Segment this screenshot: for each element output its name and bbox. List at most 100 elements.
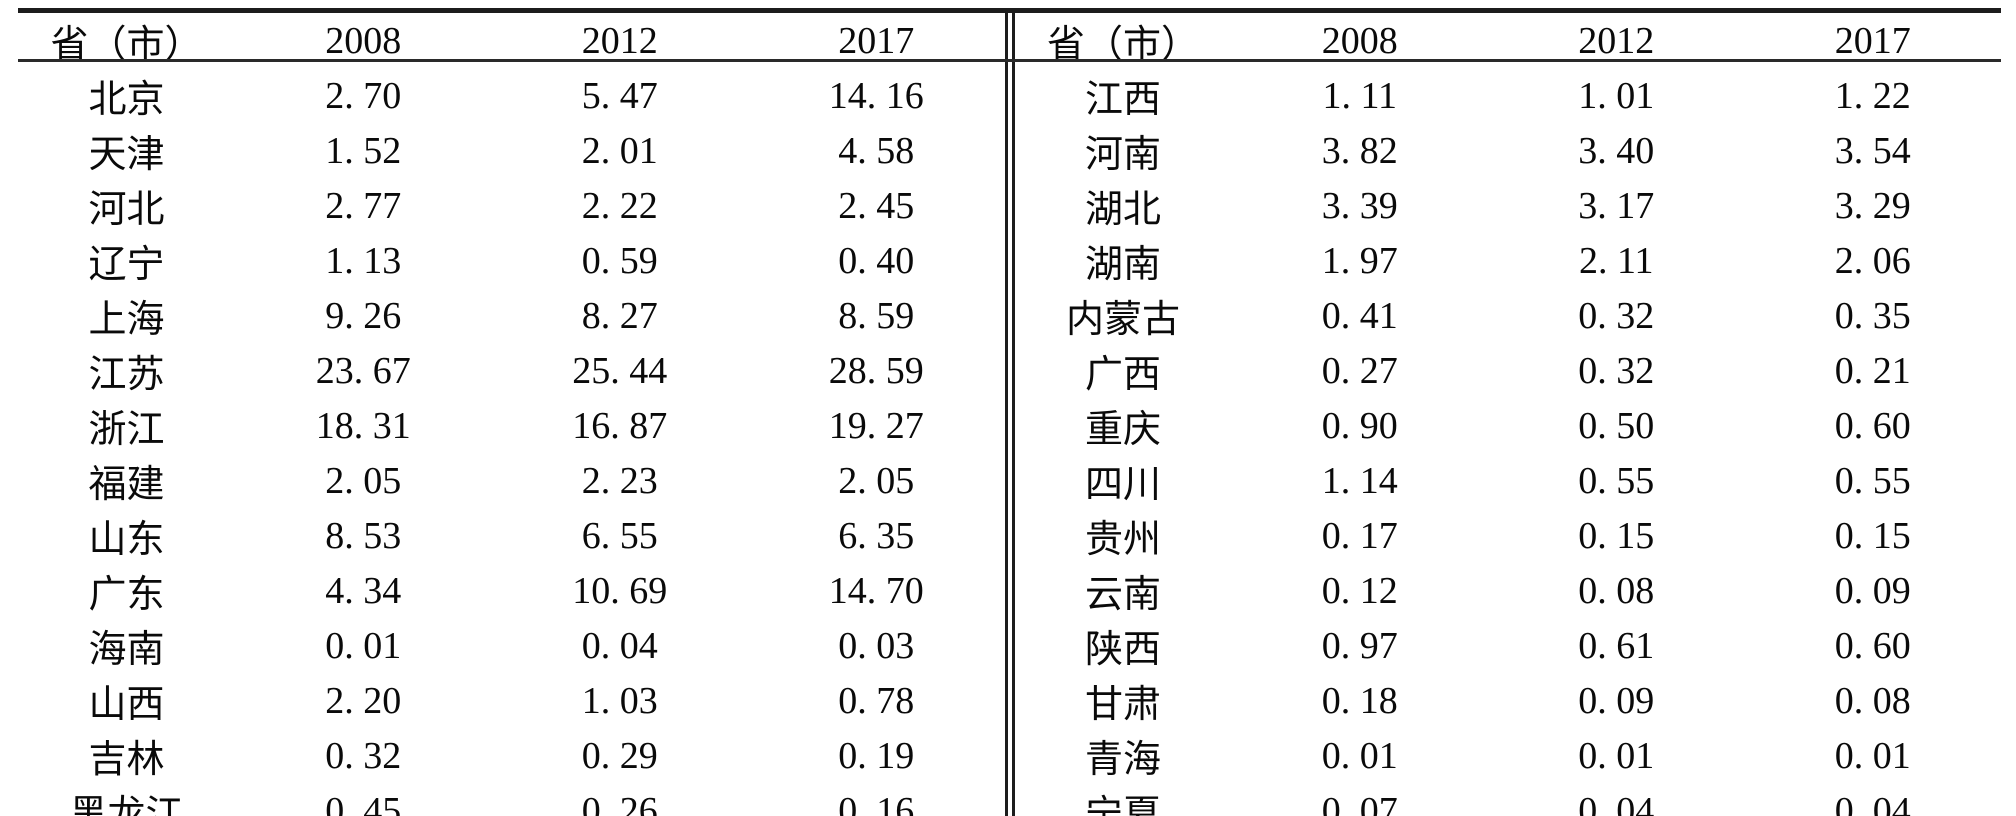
value-cell: 0. 19 [838,734,915,777]
province-cell: 广西 [1085,354,1162,396]
province-cell: 内蒙古 [1066,299,1181,341]
table-row: 内蒙古 0. 41 0. 32 0. 35 [1015,288,2002,343]
value-cell: 0. 04 [1578,789,1655,816]
value-cell: 4. 34 [325,569,402,612]
value-cell: 0. 32 [1578,294,1655,337]
value-cell: 1. 03 [581,679,658,722]
column-header-2012: 2012 [1578,19,1655,62]
value-cell: 0. 08 [1834,679,1911,722]
table-row: 云南 0. 12 0. 08 0. 09 [1015,563,2002,618]
table-row: 陕西 0. 97 0. 61 0. 60 [1015,618,2002,673]
value-cell: 25. 44 [572,349,668,392]
province-cell: 四川 [1085,464,1162,506]
provinces-data-table: 省（市） 2008 2012 2017 北京 2. 70 5. 47 14. 16 天津… [18,8,2001,816]
value-cell: 14. 16 [828,74,924,117]
province-cell: 湖北 [1085,189,1162,231]
province-cell: 浙江 [88,409,165,451]
value-cell: 0. 01 [1834,734,1911,777]
header-underline [18,59,2001,62]
table-right-panel: 省（市） 2008 2012 2017 江西 1. 11 1. 01 1. 22 河南 3… [1015,13,2002,816]
province-cell: 江苏 [88,354,165,396]
value-cell: 0. 09 [1578,679,1655,722]
province-cell: 陕西 [1085,629,1162,671]
province-cell: 贵州 [1085,519,1162,561]
value-cell: 0. 45 [325,789,402,816]
table-row: 辽宁 1. 13 0. 59 0. 40 [18,233,1005,288]
value-cell: 23. 67 [315,349,411,392]
value-cell: 3. 40 [1578,129,1655,172]
value-cell: 0. 26 [581,789,658,816]
value-cell: 0. 03 [838,624,915,667]
table-row: 山西 2. 20 1. 03 0. 78 [18,673,1005,728]
value-cell: 1. 22 [1834,74,1911,117]
value-cell: 2. 11 [1578,239,1654,282]
column-header-2017: 2017 [1834,19,1911,62]
value-cell: 1. 52 [325,129,402,172]
table-row: 河南 3. 82 3. 40 3. 54 [1015,123,2002,178]
province-cell: 青海 [1085,739,1162,781]
value-cell: 8. 53 [325,514,402,557]
value-cell: 0. 18 [1321,679,1398,722]
province-cell: 河南 [1085,134,1162,176]
value-cell: 2. 22 [581,184,658,227]
table-row: 湖南 1. 97 2. 11 2. 06 [1015,233,2002,288]
value-cell: 2. 77 [325,184,402,227]
value-cell: 0. 09 [1834,569,1911,612]
value-cell: 1. 97 [1321,239,1398,282]
value-cell: 0. 04 [1834,789,1911,816]
value-cell: 9. 26 [325,294,402,337]
value-cell: 3. 39 [1321,184,1398,227]
value-cell: 6. 35 [838,514,915,557]
value-cell: 0. 32 [1578,349,1655,392]
column-header-2017: 2017 [838,19,915,62]
value-cell: 1. 14 [1321,459,1398,502]
value-cell: 0. 07 [1321,789,1398,816]
table-left-panel: 省（市） 2008 2012 2017 北京 2. 70 5. 47 14. 16 天津… [18,13,1005,816]
table-row: 甘肃 0. 18 0. 09 0. 08 [1015,673,2002,728]
value-cell: 0. 59 [581,239,658,282]
province-cell: 广东 [88,574,165,616]
value-cell: 1. 01 [1578,74,1655,117]
value-cell: 0. 15 [1578,514,1655,557]
province-cell: 宁夏 [1085,794,1162,816]
province-cell: 甘肃 [1085,684,1162,726]
value-cell: 0. 12 [1321,569,1398,612]
province-cell: 辽宁 [88,244,165,286]
value-cell: 0. 01 [1578,734,1655,777]
table-row: 江苏 23. 67 25. 44 28. 59 [18,343,1005,398]
table-row: 浙江 18. 31 16. 87 19. 27 [18,398,1005,453]
column-header-2008: 2008 [1321,19,1398,62]
province-cell: 云南 [1085,574,1162,616]
province-cell: 天津 [88,134,165,176]
value-cell: 2. 20 [325,679,402,722]
value-cell: 0. 35 [1834,294,1911,337]
value-cell: 0. 40 [838,239,915,282]
table-row: 黑龙江 0. 45 0. 26 0. 16 [18,783,1005,816]
value-cell: 0. 55 [1578,459,1655,502]
value-cell: 2. 05 [325,459,402,502]
value-cell: 2. 45 [838,184,915,227]
value-cell: 0. 08 [1578,569,1655,612]
value-cell: 0. 04 [581,624,658,667]
value-cell: 0. 55 [1834,459,1911,502]
value-cell: 2. 01 [581,129,658,172]
table-right-body: 江西 1. 11 1. 01 1. 22 河南 3. 82 3. 40 3. 54 湖北 3. 3… [1015,68,2002,816]
table-left-body: 北京 2. 70 5. 47 14. 16 天津 1. 52 2. 01 4. 58 河北 2. … [18,68,1005,816]
value-cell: 2. 05 [838,459,915,502]
province-cell: 上海 [88,299,165,341]
table-row: 江西 1. 11 1. 01 1. 22 [1015,68,2002,123]
value-cell: 0. 27 [1321,349,1398,392]
table-row: 河北 2. 77 2. 22 2. 45 [18,178,1005,233]
value-cell: 14. 70 [828,569,924,612]
value-cell: 0. 90 [1321,404,1398,447]
value-cell: 0. 15 [1834,514,1911,557]
value-cell: 1. 13 [325,239,402,282]
value-cell: 0. 16 [838,789,915,816]
province-cell: 海南 [88,629,165,671]
province-cell: 北京 [88,79,165,121]
province-cell: 山东 [88,519,165,561]
table-row: 四川 1. 14 0. 55 0. 55 [1015,453,2002,508]
value-cell: 0. 78 [838,679,915,722]
table-row: 北京 2. 70 5. 47 14. 16 [18,68,1005,123]
value-cell: 2. 23 [581,459,658,502]
